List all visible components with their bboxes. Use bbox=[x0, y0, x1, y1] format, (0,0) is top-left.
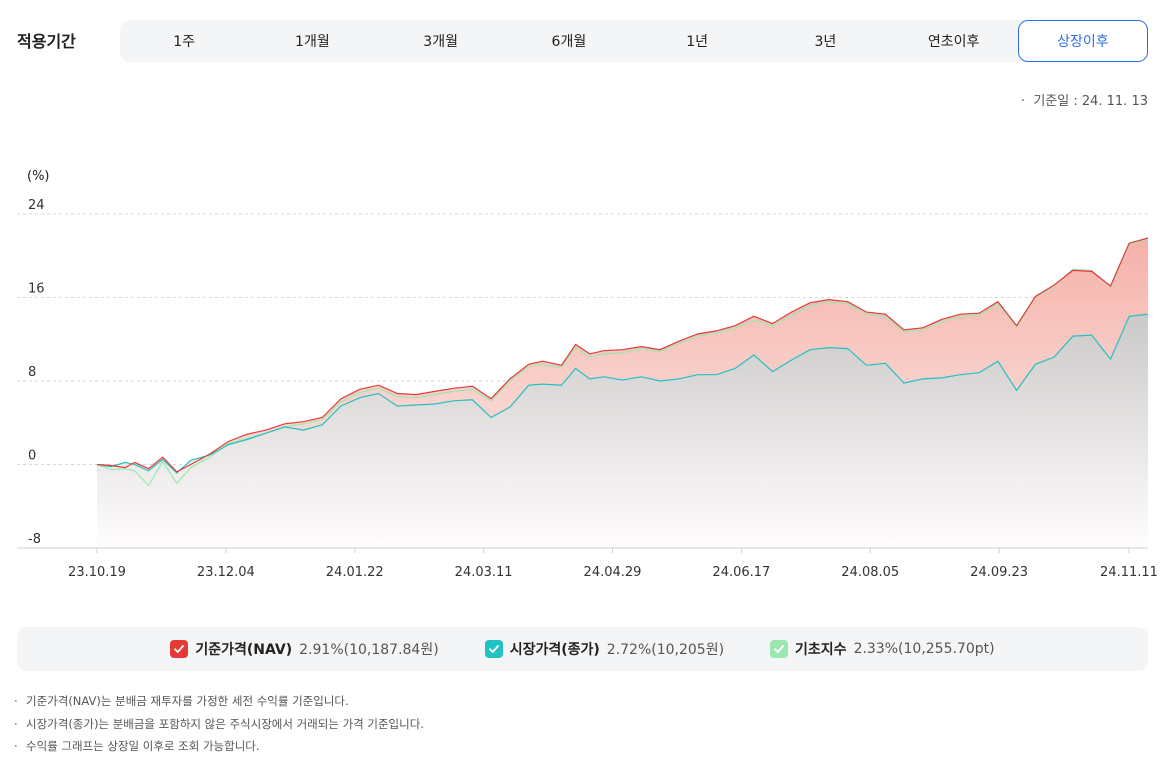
legend-name: 기준가격(NAV) bbox=[195, 642, 293, 658]
legend-item-nav[interactable]: 기준가격(NAV) 2.91%(10,187.84원) bbox=[170, 639, 439, 659]
legend-value: 2.91%(10,187.84원) bbox=[299, 642, 439, 658]
tab-6m[interactable]: 6개월 bbox=[551, 34, 587, 50]
legend: 기준가격(NAV) 2.91%(10,187.84원) 시장가격(종가) 2.7… bbox=[17, 627, 1148, 671]
notes: · 기준가격(NAV)는 분배금 재투자를 가정한 세전 수익률 기준입니다. ·… bbox=[14, 690, 424, 758]
tab-3m[interactable]: 3개월 bbox=[423, 34, 458, 50]
legend-name: 기초지수 bbox=[795, 642, 847, 658]
reference-date-text: 기준일 : 24. 11. 13 bbox=[1033, 94, 1148, 109]
legend-name: 시장가격(종가) bbox=[509, 642, 600, 658]
x-tick-label: 24.03.11 bbox=[455, 565, 513, 580]
note-item: · 수익률 그래프는 상장일 이후로 조회 가능합니다. bbox=[14, 735, 424, 758]
note-item: · 시장가격(종가)는 분배금을 포함하지 않은 주식시장에서 거래되는 가격 기… bbox=[14, 713, 424, 736]
x-tick-label: 23.10.19 bbox=[68, 565, 126, 580]
nav-line bbox=[96, 237, 1149, 473]
legend-value: 2.33%(10,255.70pt) bbox=[853, 641, 995, 657]
return-chart: (%) 24 16 8 0 -8 23.10.19 23.12.04 24.01.22 24.03… bbox=[17, 169, 1158, 580]
x-tick-label: 24.08.05 bbox=[841, 565, 899, 580]
checkbox-icon[interactable] bbox=[484, 640, 503, 658]
bullet-dot: · bbox=[14, 739, 18, 753]
x-tick-label: 24.01.22 bbox=[326, 565, 384, 580]
x-tick-label: 24.04.29 bbox=[584, 565, 642, 580]
reference-date: · 기준일 : 24. 11. 13 bbox=[1021, 90, 1148, 109]
legend-item-market[interactable]: 시장가격(종가) 2.72%(10,205원) bbox=[484, 639, 725, 659]
market-area bbox=[97, 314, 1148, 548]
note-text: 수익률 그래프는 상장일 이후로 조회 가능합니다. bbox=[26, 739, 260, 753]
period-label: 적용기간 bbox=[17, 32, 76, 51]
note-text: 시장가격(종가)는 분배금을 포함하지 않은 주식시장에서 거래되는 가격 기준… bbox=[26, 716, 424, 731]
tab-1m[interactable]: 1개월 bbox=[295, 34, 330, 50]
y-tick-label: 16 bbox=[28, 282, 45, 297]
bullet-dot: · bbox=[14, 716, 18, 731]
tab-since-listing[interactable]: 상장이후 bbox=[1017, 20, 1148, 62]
note-item: · 기준가격(NAV)는 분배금 재투자를 가정한 세전 수익률 기준입니다. bbox=[14, 690, 424, 713]
bullet-dot: · bbox=[1020, 94, 1034, 109]
checkbox-icon[interactable] bbox=[170, 640, 189, 658]
legend-value: 2.72%(10,205원) bbox=[606, 642, 725, 658]
period-tabs: 1주 1개월 3개월 6개월 1년 3년 연초이후 상장이후 bbox=[120, 20, 1148, 62]
y-tick-label: -8 bbox=[28, 532, 41, 547]
legend-item-index[interactable]: 기초지수 2.33%(10,255.70pt) bbox=[770, 639, 995, 659]
tab-1y[interactable]: 1년 bbox=[686, 34, 709, 50]
market-line bbox=[96, 313, 1149, 474]
x-tick-label: 24.09.23 bbox=[970, 565, 1028, 580]
index-line bbox=[96, 238, 1149, 487]
y-axis-label: (%) bbox=[27, 169, 50, 184]
x-tick-label: 24.06.17 bbox=[712, 565, 770, 580]
x-tick-label: 23.12.04 bbox=[197, 565, 255, 580]
y-tick-label: 24 bbox=[28, 198, 45, 213]
tab-3y[interactable]: 3년 bbox=[814, 34, 837, 50]
x-tick-label: 24.11.11 bbox=[1100, 565, 1158, 580]
bullet-dot: · bbox=[14, 694, 18, 708]
y-tick-label: 8 bbox=[28, 365, 36, 380]
y-tick-label: 0 bbox=[28, 449, 36, 464]
note-text: 기준가격(NAV)는 분배금 재투자를 가정한 세전 수익률 기준입니다. bbox=[26, 694, 349, 708]
checkbox-icon[interactable] bbox=[770, 640, 789, 658]
tab-1w[interactable]: 1주 bbox=[173, 34, 196, 50]
tab-ytd[interactable]: 연초이후 bbox=[927, 34, 980, 50]
